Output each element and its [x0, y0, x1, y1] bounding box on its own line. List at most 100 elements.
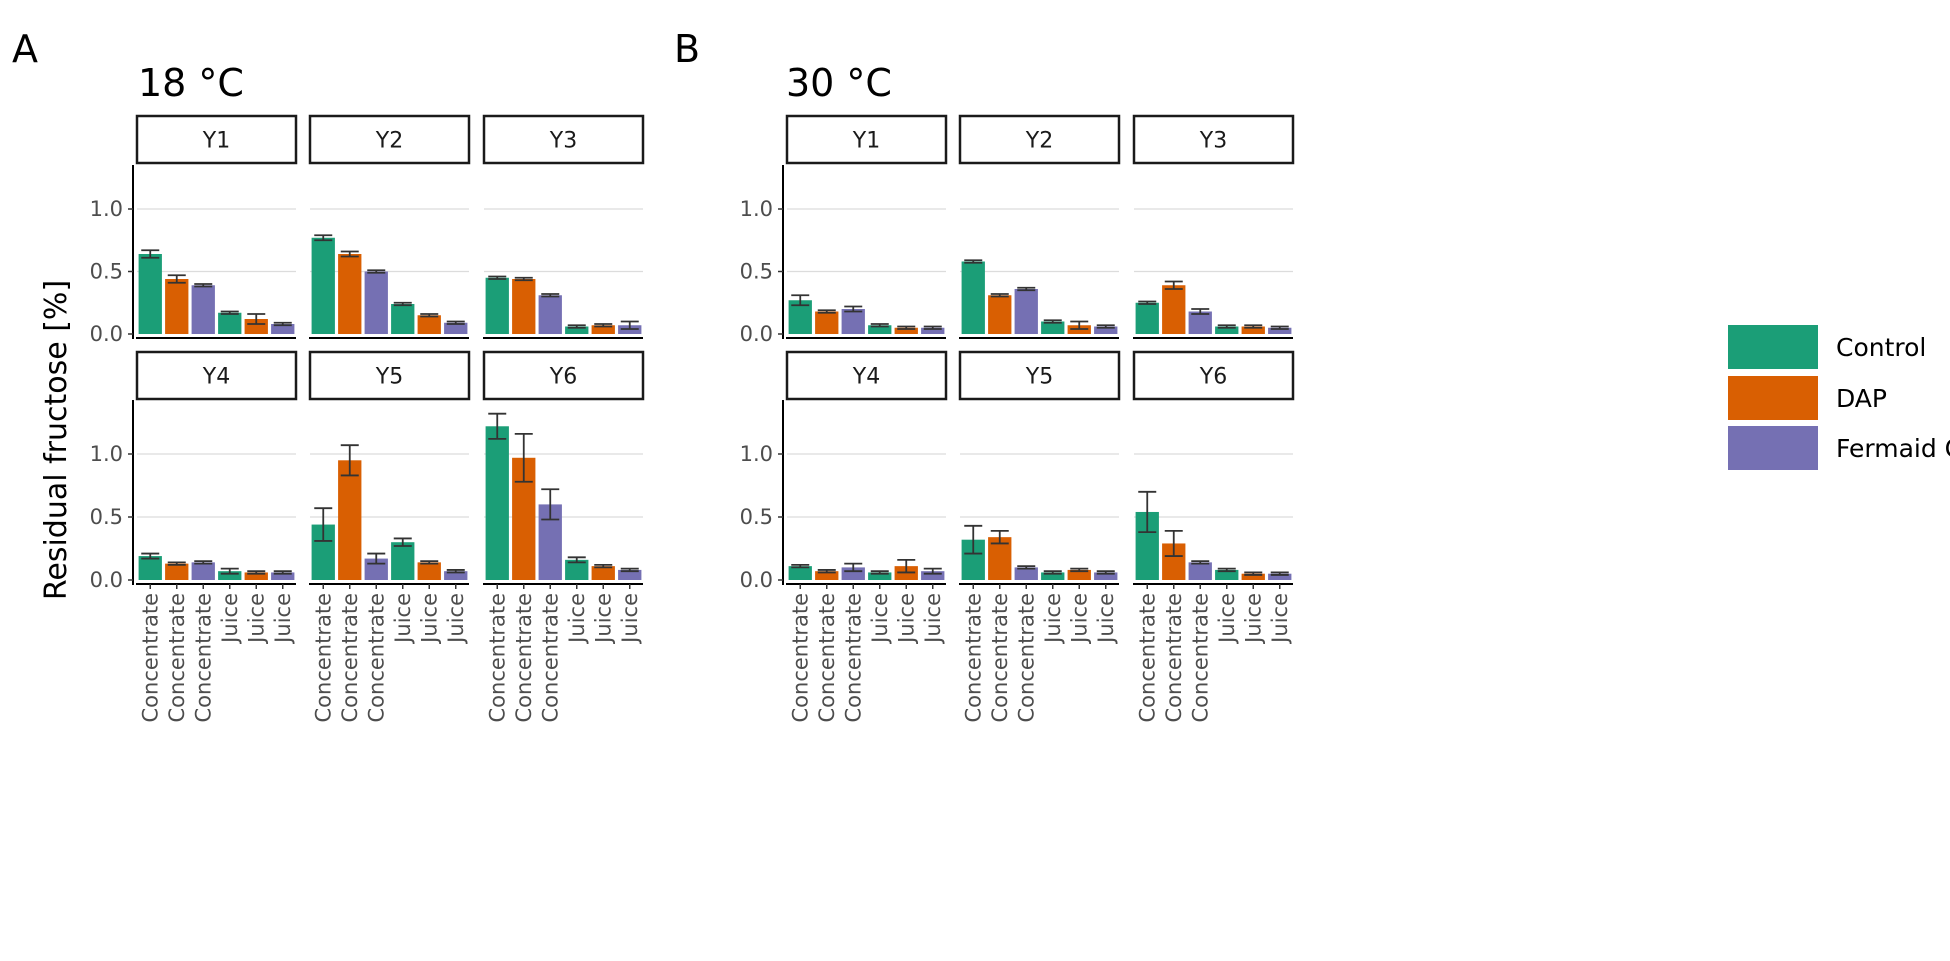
bar	[218, 312, 242, 334]
facet-strip	[958, 350, 1121, 401]
bar	[191, 562, 215, 580]
x-tick-label: Concentrate	[311, 593, 335, 723]
bar	[1215, 569, 1239, 580]
bar	[1268, 573, 1292, 580]
bar	[417, 315, 441, 334]
facet-strip	[785, 114, 948, 165]
x-tick-label: Concentrate	[165, 593, 189, 723]
x-tick-label: Concentrate	[191, 593, 215, 723]
bar	[485, 426, 509, 580]
x-tick-label: Juice	[894, 593, 918, 645]
y-tick-label: 0.0	[740, 322, 773, 346]
bar	[512, 457, 536, 580]
bar	[788, 566, 812, 580]
y-tick-label: 0.5	[90, 505, 123, 529]
facet-strip	[785, 350, 948, 401]
facet-strip	[135, 114, 298, 165]
legend-key-2	[1728, 426, 1818, 470]
bar	[364, 271, 388, 334]
x-tick-label: Concentrate	[338, 593, 362, 723]
x-tick-label: Concentrate	[512, 593, 536, 723]
y-axis-title: Residual fructose [%]	[39, 280, 74, 600]
bar	[1135, 302, 1159, 334]
facet-strip	[1132, 114, 1295, 165]
facet-strip	[308, 350, 471, 401]
panel-a: A 18 °C 0.0 0.5 1.0 0.0 0.5 1.0 Y1 Y2 Y3 Y4 Concen…	[12, 27, 645, 723]
bar	[485, 277, 509, 334]
x-tick-label: Concentrate	[1135, 593, 1159, 723]
facet-strip-label: Y1	[852, 129, 880, 154]
x-tick-label: Juice	[618, 593, 642, 645]
bar	[565, 559, 589, 580]
bar	[591, 325, 615, 334]
legend-key-1	[1728, 376, 1818, 420]
x-tick-label: Juice	[591, 593, 615, 645]
facet-strip	[482, 350, 645, 401]
x-tick-label: Juice	[868, 593, 892, 645]
bar	[244, 319, 268, 334]
facet-strip-label: Y5	[375, 365, 403, 390]
bar	[417, 562, 441, 580]
bar	[961, 539, 985, 580]
x-tick-label: Juice	[1241, 593, 1265, 645]
bar	[841, 309, 865, 334]
facet-y3: Y3	[1132, 114, 1295, 339]
bar	[1241, 573, 1265, 580]
bar	[788, 300, 812, 334]
facet-strip-label: Y1	[202, 129, 230, 154]
x-tick-label: Concentrate	[1188, 593, 1212, 723]
bar	[921, 327, 945, 334]
bar	[894, 327, 918, 334]
panel-letter-a: A	[12, 27, 38, 71]
bar	[191, 285, 215, 334]
facet-strip-label: Y4	[852, 365, 880, 390]
bar	[815, 311, 839, 334]
panel-title-a: 18 °C	[138, 61, 244, 105]
y-tick-label: 1.0	[740, 197, 773, 221]
facet-strip-label: Y2	[375, 129, 403, 154]
facet-strip-label: Y6	[549, 365, 577, 390]
bar	[271, 324, 295, 334]
panel-b: B 30 °C 0.0 0.5 1.0 0.0 0.5 1.0 Y1 Y2 Y3 Y4 Concen…	[674, 27, 1295, 723]
facet-strip	[135, 350, 298, 401]
facet-strip	[958, 114, 1121, 165]
x-tick-label: Concentrate	[138, 593, 162, 723]
x-tick-label: Concentrate	[364, 593, 388, 723]
facet-strip	[482, 114, 645, 165]
bar	[1014, 567, 1038, 580]
x-tick-label: Concentrate	[1014, 593, 1038, 723]
bar	[868, 572, 892, 580]
bar	[1135, 511, 1159, 580]
bar	[218, 571, 242, 580]
bar	[565, 326, 589, 334]
x-tick-label: Concentrate	[1162, 593, 1186, 723]
legend-label: DAP	[1836, 384, 1887, 413]
bar	[391, 304, 415, 334]
facet-y1: Y1	[785, 114, 948, 339]
bar	[271, 572, 295, 580]
bar	[138, 254, 162, 334]
bar	[1215, 326, 1239, 334]
facet-strip-label: Y6	[1199, 365, 1227, 390]
x-tick-label: Concentrate	[538, 593, 562, 723]
facet-y2: Y2	[308, 114, 471, 339]
bar	[311, 237, 335, 334]
y-tick-label: 0.0	[740, 568, 773, 592]
x-tick-label: Concentrate	[961, 593, 985, 723]
bar	[1094, 572, 1118, 580]
facet-y2: Y2	[958, 114, 1121, 339]
x-tick-label: Concentrate	[788, 593, 812, 723]
x-tick-label: Juice	[565, 593, 589, 645]
x-tick-label: Juice	[1067, 593, 1091, 645]
y-tick-label: 1.0	[90, 197, 123, 221]
facet-strip-label: Y3	[549, 129, 577, 154]
legend-label: Control	[1836, 333, 1926, 362]
fill-legend: Control DAP Fermaid O	[1728, 325, 1950, 470]
